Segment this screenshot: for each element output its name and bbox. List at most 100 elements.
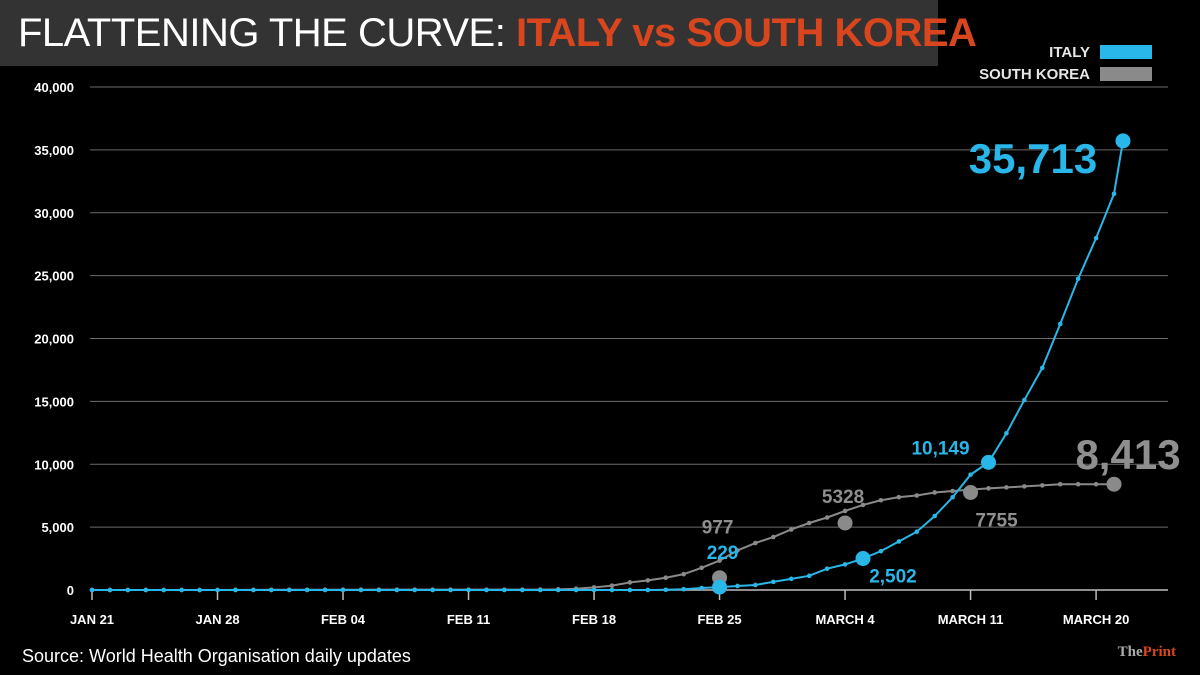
- italy-series-point: [1111, 191, 1117, 197]
- italy-series-point: [753, 582, 758, 588]
- south-korea-series-point: [645, 578, 651, 583]
- italy-series-point: [197, 587, 202, 593]
- italy-highlight-marker: [981, 454, 996, 470]
- italy-series-point: [824, 566, 830, 571]
- italy-series-point: [143, 587, 149, 593]
- italy-highlight-marker: [855, 551, 871, 567]
- south-korea-data-label: 8,413: [1075, 431, 1180, 478]
- chart-title: FLATTENING THE CURVE: ITALY vs SOUTH KOR…: [18, 8, 977, 58]
- italy-series-line: [92, 140, 1124, 591]
- italy-series-point: [914, 529, 920, 535]
- x-tick-label: MARCH 11: [938, 612, 1004, 627]
- italy-series-point: [591, 587, 597, 593]
- south-korea-series-point: [824, 515, 830, 520]
- south-korea-data-label: 7755: [975, 510, 1018, 531]
- italy-series-point: [376, 587, 382, 593]
- italy-series-point: [699, 585, 704, 591]
- y-tick-label: 15,000: [34, 394, 74, 409]
- italy-series-point: [430, 587, 435, 593]
- italy-series-point: [932, 513, 938, 519]
- italy-series-point: [304, 587, 310, 593]
- south-korea-series-point: [806, 520, 812, 526]
- brand-part-1: The: [1117, 644, 1143, 660]
- brand-part-2: Print: [1142, 644, 1176, 660]
- south-korea-series-point: [860, 502, 866, 508]
- south-korea-series-point: [627, 580, 633, 585]
- y-tick-label: 35,000: [34, 143, 74, 158]
- south-korea-series-point: [1039, 483, 1045, 488]
- y-tick-label: 25,000: [34, 269, 74, 284]
- south-korea-highlight-marker: [837, 515, 853, 531]
- south-korea-series-point: [771, 534, 776, 540]
- italy-data-label: 229: [707, 543, 739, 564]
- italy-series-point: [1039, 365, 1045, 371]
- italy-series-point: [609, 587, 615, 593]
- south-korea-highlight-marker: [963, 484, 979, 500]
- italy-series-point: [233, 587, 238, 593]
- south-korea-series-line: [92, 483, 1115, 591]
- italy-series-point: [681, 586, 686, 592]
- y-tick-label: 0: [67, 583, 74, 598]
- y-tick-label: 5,000: [41, 520, 74, 535]
- italy-series-point: [340, 587, 346, 593]
- italy-series-point: [788, 576, 794, 582]
- italy-series-point: [1004, 430, 1009, 436]
- italy-series-point: [896, 539, 902, 544]
- south-korea-series-point: [1093, 481, 1099, 487]
- south-korea-series-point: [950, 488, 955, 494]
- title-part-1: FLATTENING THE CURVE:: [18, 11, 516, 55]
- x-tick-label: JAN 28: [195, 612, 239, 627]
- south-korea-series-point: [717, 558, 722, 563]
- x-tick-label: MARCH 4: [815, 612, 875, 627]
- title-part-2: ITALY vs SOUTH KOREA: [515, 11, 977, 55]
- italy-series-point: [1093, 235, 1099, 241]
- italy-series-point: [771, 579, 776, 585]
- italy-series-point: [161, 587, 167, 593]
- italy-data-label: 2,502: [869, 567, 917, 588]
- south-korea-series-point: [1075, 481, 1081, 487]
- italy-series-point: [251, 587, 256, 593]
- south-korea-series-point: [1022, 484, 1027, 489]
- south-korea-highlight-marker: [1106, 476, 1122, 492]
- south-korea-series-point: [699, 565, 704, 571]
- legend-item-italy: ITALY: [1049, 44, 1152, 61]
- italy-series-point: [358, 587, 364, 593]
- source-note: Source: World Health Organisation daily …: [22, 646, 411, 666]
- italy-series-point: [179, 587, 184, 593]
- title-bar: FLATTENING THE CURVE: ITALY vs SOUTH KOR…: [0, 0, 977, 66]
- south-korea-series-point: [1057, 481, 1063, 487]
- south-korea-data-label: 977: [702, 518, 734, 539]
- italy-series-point: [520, 587, 525, 593]
- italy-series-point: [537, 587, 543, 593]
- italy-highlight-marker: [712, 579, 728, 595]
- south-korea-series-point: [609, 583, 615, 588]
- x-tick-label: JAN 21: [70, 612, 114, 627]
- italy-series-point: [1022, 397, 1027, 403]
- south-korea-data-label: 5328: [822, 487, 864, 508]
- italy-series-point: [555, 587, 561, 593]
- south-korea-series-point: [842, 508, 848, 514]
- italy-series-point: [735, 583, 740, 589]
- south-korea-series-point: [932, 490, 938, 495]
- italy-series-point: [322, 587, 328, 593]
- italy-series-point: [663, 587, 669, 593]
- y-tick-label: 20,000: [34, 332, 74, 347]
- south-korea-series-point: [878, 497, 884, 503]
- x-tick-label: MARCH 20: [1063, 612, 1129, 627]
- italy-data-label: 35,713: [969, 135, 1097, 182]
- legend-label-south-korea: SOUTH KOREA: [979, 65, 1090, 83]
- legend-item-south-korea: SOUTH KOREA: [979, 65, 1152, 83]
- italy-series-point: [484, 587, 489, 593]
- south-korea-series-point: [735, 548, 740, 553]
- italy-series-point: [950, 494, 955, 500]
- south-korea-series-point: [896, 494, 902, 500]
- italy-series-point: [627, 587, 633, 593]
- south-korea-series-point: [914, 493, 920, 498]
- italy-series-point: [412, 587, 418, 593]
- italy-series-point: [645, 587, 651, 593]
- italy-series-point: [842, 562, 848, 567]
- legend-swatch-south-korea: [1100, 67, 1152, 81]
- italy-series-point: [466, 587, 471, 593]
- x-tick-label: FEB 18: [572, 612, 616, 627]
- south-korea-series-point: [1004, 485, 1009, 490]
